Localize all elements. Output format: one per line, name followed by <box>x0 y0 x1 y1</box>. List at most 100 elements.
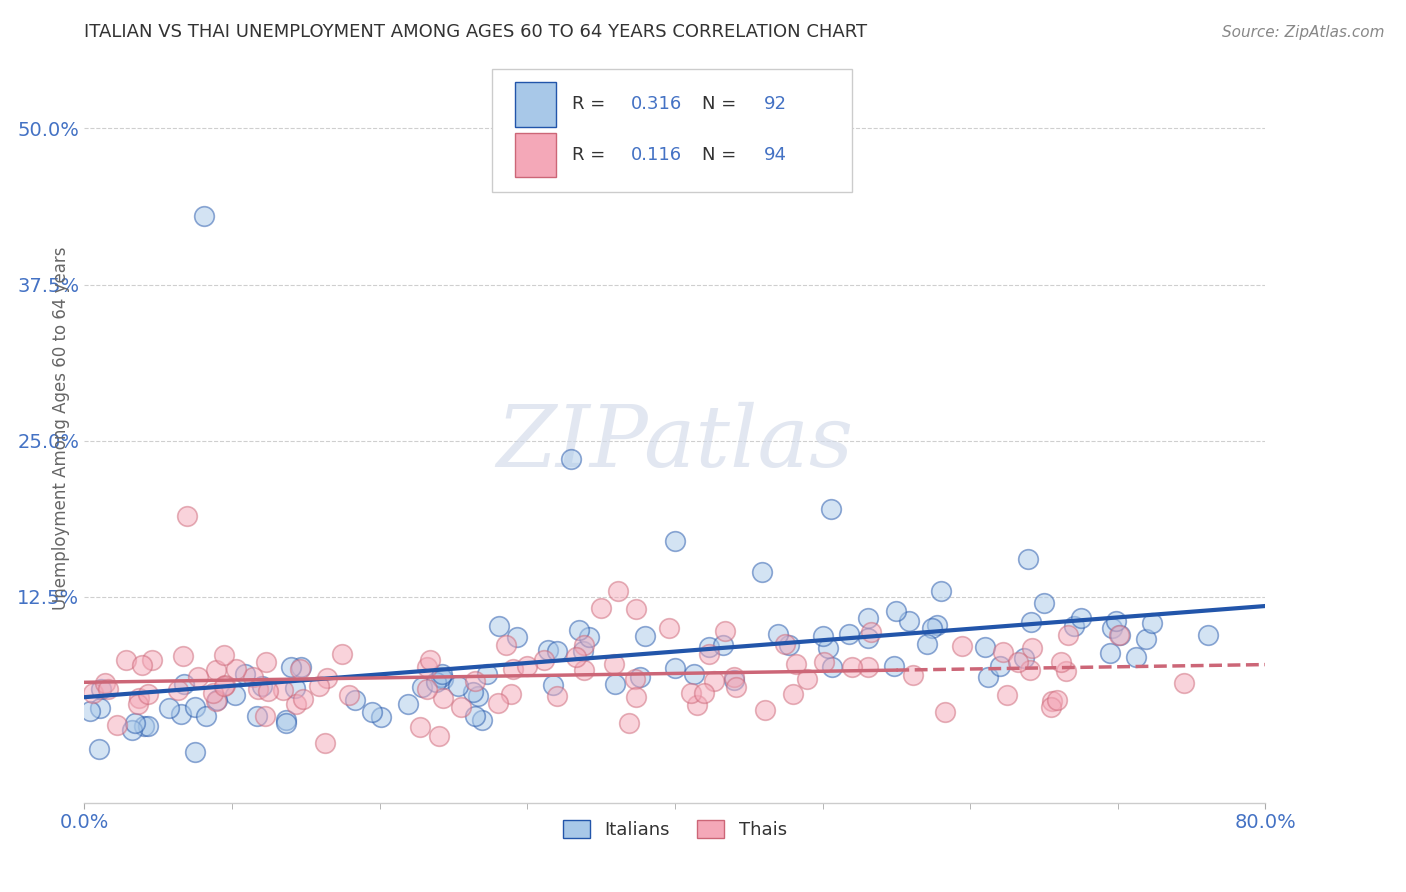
Point <box>679 685 702 699</box>
Point <box>247 682 270 697</box>
Point <box>337 689 360 703</box>
Text: N =: N = <box>702 145 742 163</box>
Point <box>572 664 595 678</box>
Point <box>204 663 226 677</box>
FancyBboxPatch shape <box>492 69 852 192</box>
Point <box>1109 627 1132 641</box>
Point <box>233 667 256 681</box>
Point <box>132 719 155 733</box>
Point <box>724 680 747 694</box>
Point <box>754 702 776 716</box>
Point <box>172 649 194 664</box>
Point <box>768 627 790 641</box>
Point <box>284 698 307 712</box>
Point <box>501 687 523 701</box>
Point <box>432 667 454 681</box>
Point <box>723 673 745 687</box>
Point <box>193 209 215 223</box>
Point <box>170 707 193 722</box>
Point <box>591 601 613 615</box>
Point <box>93 676 115 690</box>
Point <box>693 685 716 699</box>
Point <box>858 610 880 624</box>
Point <box>361 706 384 720</box>
Point <box>225 662 247 676</box>
Point <box>565 650 588 665</box>
Point <box>974 640 997 654</box>
Point <box>811 629 834 643</box>
Point <box>711 638 734 652</box>
Point <box>471 713 494 727</box>
Point <box>128 690 150 705</box>
Point <box>683 666 706 681</box>
Point <box>821 659 844 673</box>
Point <box>343 692 366 706</box>
Point <box>447 679 470 693</box>
Point <box>571 644 593 658</box>
Point <box>713 624 735 638</box>
Point <box>813 656 835 670</box>
Point <box>1140 616 1163 631</box>
Point <box>288 662 311 676</box>
Point <box>502 662 524 676</box>
Point <box>1007 656 1029 670</box>
Point <box>934 705 956 719</box>
Point <box>1039 700 1062 714</box>
Text: 92: 92 <box>763 95 786 113</box>
Point <box>201 686 224 700</box>
Point <box>131 657 153 672</box>
Point <box>212 679 235 693</box>
Point <box>624 690 647 704</box>
Point <box>425 674 447 689</box>
Point <box>1108 628 1130 642</box>
Point <box>664 533 686 548</box>
Text: Source: ZipAtlas.com: Source: ZipAtlas.com <box>1222 25 1385 40</box>
Point <box>187 670 209 684</box>
Point <box>242 670 264 684</box>
Point <box>138 687 160 701</box>
Point <box>533 653 555 667</box>
Text: 94: 94 <box>763 145 786 163</box>
Point <box>252 679 274 693</box>
Point <box>628 670 651 684</box>
Point <box>568 623 591 637</box>
Point <box>901 668 924 682</box>
Text: N =: N = <box>702 95 742 113</box>
Point <box>1033 596 1056 610</box>
Point <box>1012 651 1035 665</box>
Point <box>1173 676 1195 690</box>
Point <box>467 690 489 704</box>
Point <box>419 653 441 667</box>
Point <box>1197 628 1219 642</box>
Point <box>915 637 938 651</box>
Point <box>796 673 818 687</box>
Point <box>619 716 641 731</box>
Point <box>856 660 879 674</box>
Point <box>634 629 657 643</box>
Point <box>995 688 1018 702</box>
Point <box>950 639 973 653</box>
Point <box>988 659 1011 673</box>
Point <box>82 686 104 700</box>
Point <box>603 677 626 691</box>
Point <box>516 659 538 673</box>
Point <box>87 742 110 756</box>
Point <box>90 681 112 696</box>
Point <box>1099 647 1122 661</box>
Point <box>686 698 709 712</box>
Point <box>292 691 315 706</box>
Point <box>820 502 842 516</box>
Point <box>697 640 720 654</box>
Point <box>1056 628 1078 642</box>
Point <box>778 638 800 652</box>
Point <box>1050 655 1073 669</box>
Point <box>432 690 454 705</box>
Text: R =: R = <box>572 145 612 163</box>
Point <box>214 678 236 692</box>
Point <box>838 627 860 641</box>
Point <box>751 565 773 579</box>
Point <box>427 729 450 743</box>
Point <box>1070 611 1092 625</box>
Point <box>205 694 228 708</box>
Point <box>370 710 392 724</box>
